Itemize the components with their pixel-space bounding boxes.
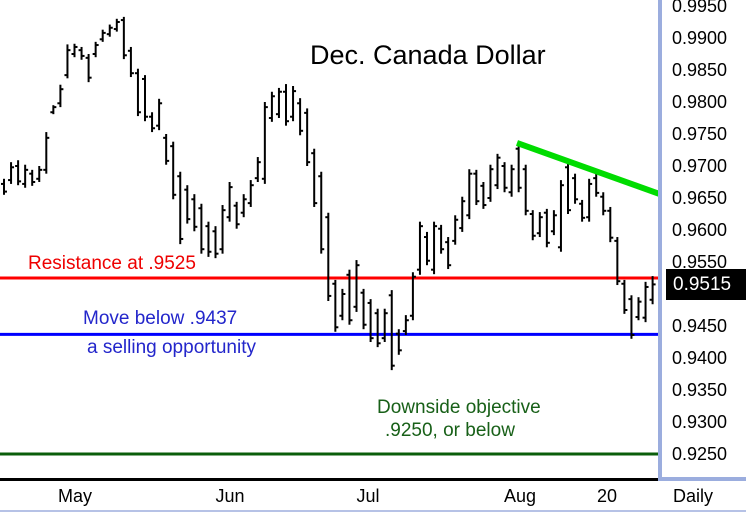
- y-tick-label: 0.9850: [672, 60, 728, 80]
- y-tick-label: 0.9750: [672, 124, 728, 144]
- x-axis-label: Jul: [356, 486, 380, 506]
- chart-canvas[interactable]: Dec. Canada Dollar Resistance at .9525 M…: [0, 0, 658, 481]
- time-axis-strip: Daily May Jun Jul Aug 20: [0, 481, 746, 515]
- timeframe-label: Daily: [672, 486, 714, 506]
- sell-signal-annotation-line2: a selling opportunity: [87, 337, 256, 358]
- downtrend-line: [515, 140, 658, 197]
- downside-objective-annotation-line1: Downside objective: [377, 397, 541, 418]
- y-tick-label: 0.9950: [672, 0, 728, 16]
- y-tick-label: 0.9900: [672, 28, 728, 48]
- last-price-box: 0.9515: [666, 269, 746, 300]
- x-axis-label: Jun: [215, 486, 245, 506]
- downside-objective-annotation-line2: .9250, or below: [385, 420, 515, 441]
- y-tick-label: 0.9650: [672, 188, 728, 208]
- y-tick-label: 0.9250: [672, 444, 728, 464]
- price-axis-panel: 0.9950 0.9900 0.9850 0.9800 0.9750 0.9700 0.96…: [658, 0, 746, 481]
- resistance-annotation: Resistance at .9525: [28, 253, 196, 274]
- y-tick-label: 0.9400: [672, 348, 728, 368]
- x-axis-label: Aug: [503, 486, 537, 506]
- price-bars-plot: [0, 16, 658, 456]
- window-bottom-divider: [0, 510, 746, 512]
- y-tick-label: 0.9550: [672, 252, 728, 272]
- chart-title: Dec. Canada Dollar: [310, 40, 546, 70]
- y-tick-label: 0.9450: [672, 316, 728, 336]
- y-tick-label: 0.9800: [672, 92, 728, 112]
- y-tick-label: 0.9300: [672, 412, 728, 432]
- y-tick-label: 0.9350: [672, 380, 728, 400]
- x-axis-label: 20: [596, 486, 618, 506]
- sell-signal-annotation-line1: Move below .9437: [83, 308, 238, 329]
- y-tick-label: 0.9700: [672, 156, 728, 176]
- x-axis-label: May: [57, 486, 93, 506]
- y-tick-label: 0.9600: [672, 220, 728, 240]
